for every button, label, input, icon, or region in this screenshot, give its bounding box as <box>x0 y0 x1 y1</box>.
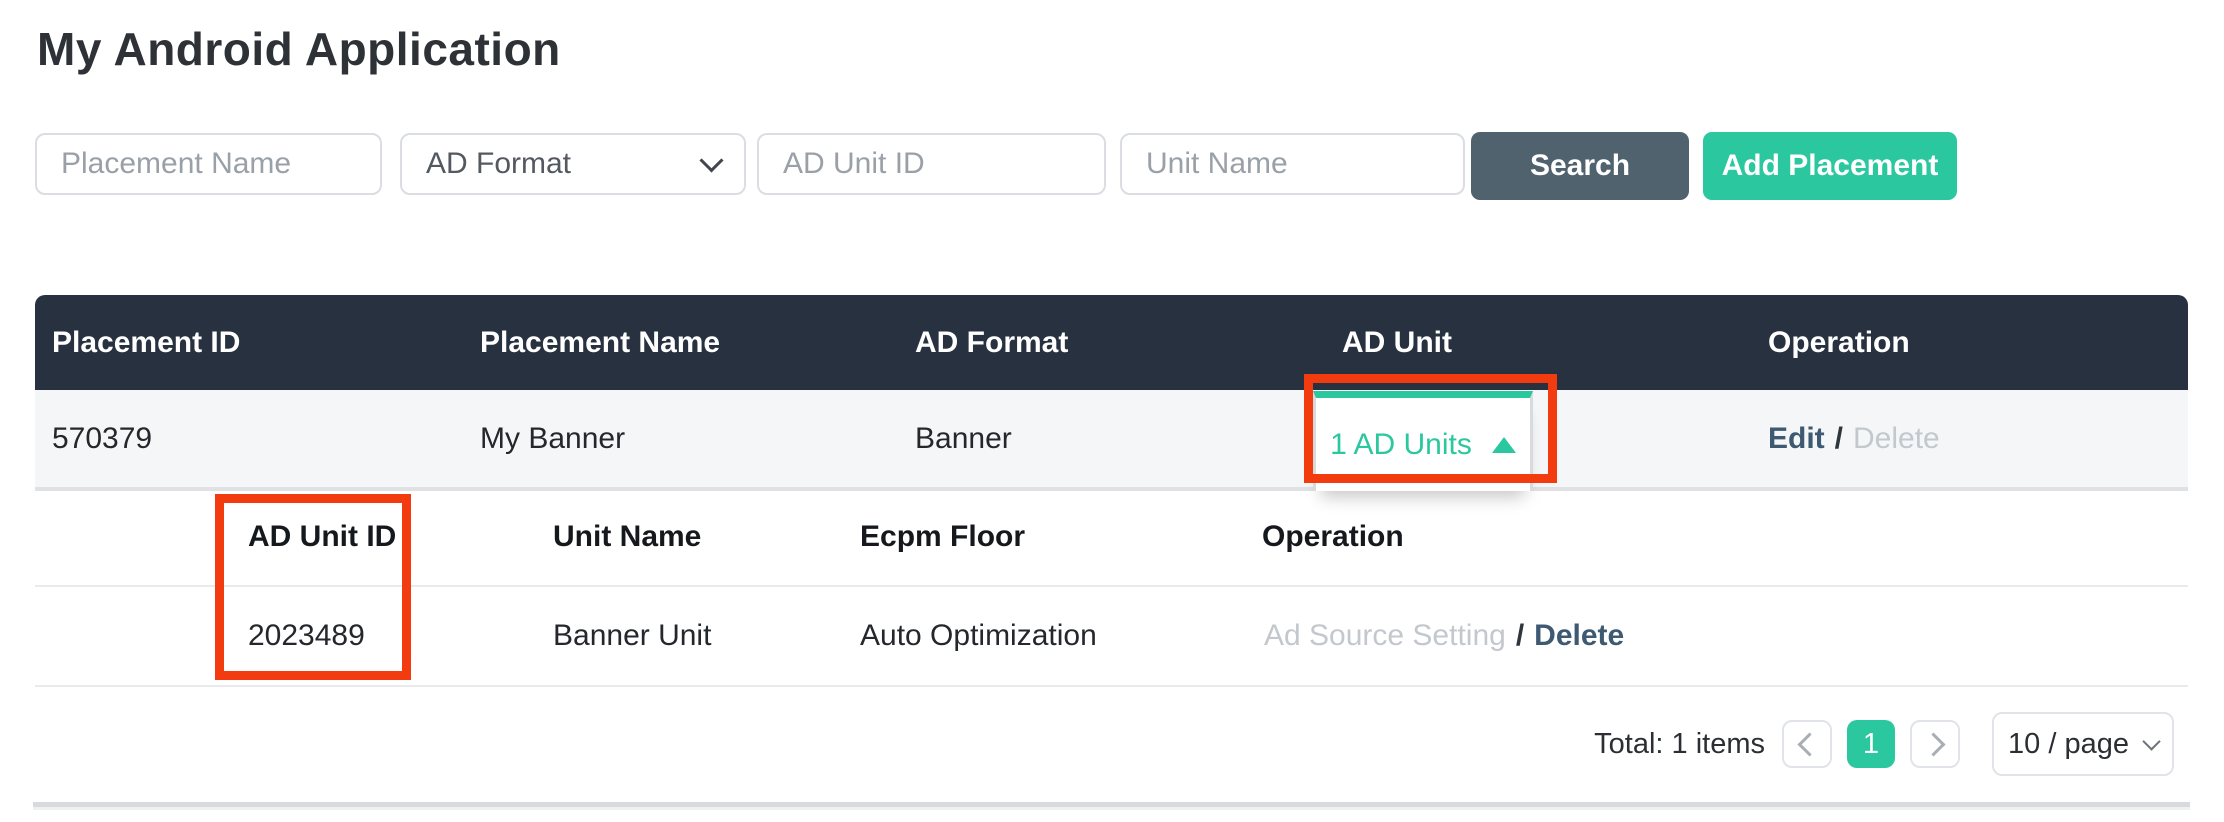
chevron-right-icon <box>1920 731 1946 757</box>
chevron-left-icon <box>1796 731 1822 757</box>
pagination-total: Total: 1 items <box>1594 727 1765 760</box>
prev-page-button[interactable] <box>1782 720 1832 768</box>
operation-separator: / <box>1515 619 1525 652</box>
cell-operation: Edit / Delete <box>1768 390 1940 487</box>
ad-source-setting-link-disabled: Ad Source Setting <box>1264 619 1506 652</box>
ad-format-select-value: AD Format <box>426 147 572 180</box>
page-size-select[interactable]: 10 / page <box>1992 712 2174 776</box>
ad-unit-id-input[interactable] <box>757 133 1106 195</box>
search-button[interactable]: Search <box>1471 132 1689 200</box>
caret-up-icon <box>1491 436 1516 453</box>
ad-units-toggle-label: 1 AD Units <box>1330 427 1472 461</box>
divider <box>35 585 2188 587</box>
page-1-button[interactable]: 1 <box>1847 720 1895 768</box>
table-header: Placement ID Placement Name AD Format AD… <box>35 295 2188 390</box>
table-row: 570379 My Banner Banner Edit / Delete <box>35 390 2188 487</box>
chevron-down-icon <box>2142 731 2161 751</box>
subtable-header: AD Unit ID Unit Name Ecpm Floor Operatio… <box>35 489 2188 585</box>
add-placement-button[interactable]: Add Placement <box>1703 132 1957 200</box>
divider <box>33 802 2190 807</box>
subcell-unit-name: Banner Unit <box>553 619 712 652</box>
edit-link[interactable]: Edit <box>1768 421 1825 455</box>
page-size-value: 10 / page <box>2008 727 2129 760</box>
placement-name-input[interactable] <box>35 133 382 195</box>
col-ad-format: AD Format <box>915 325 1069 359</box>
cell-placement-id: 570379 <box>52 421 153 455</box>
ad-format-select[interactable]: AD Format <box>400 133 746 195</box>
unit-name-input[interactable] <box>1120 133 1465 195</box>
col-operation: Operation <box>1768 325 1910 359</box>
page-title: My Android Application <box>37 23 561 75</box>
divider <box>33 807 2190 810</box>
next-page-button[interactable] <box>1910 720 1960 768</box>
delete-link-disabled: Delete <box>1853 421 1940 455</box>
subcell-ad-unit-id: 2023489 <box>248 619 365 652</box>
divider <box>35 685 2188 687</box>
col-placement-id: Placement ID <box>52 325 241 359</box>
chevron-down-icon <box>699 147 724 173</box>
subtable-row: 2023489 Banner Unit Auto Optimization Ad… <box>35 587 2188 685</box>
col-ad-unit: AD Unit <box>1342 325 1452 359</box>
subcol-unit-name: Unit Name <box>553 520 702 553</box>
col-placement-name: Placement Name <box>480 325 721 359</box>
subcol-operation: Operation <box>1262 520 1404 553</box>
cell-ad-format: Banner <box>915 421 1012 455</box>
subcell-operation: Ad Source Setting / Delete <box>1264 587 1624 685</box>
cell-placement-name: My Banner <box>480 421 626 455</box>
operation-separator: / <box>1834 421 1844 455</box>
subcol-ecpm-floor: Ecpm Floor <box>860 520 1026 553</box>
divider <box>35 487 2188 491</box>
subcol-ad-unit-id: AD Unit ID <box>248 520 397 553</box>
delete-link[interactable]: Delete <box>1534 619 1625 652</box>
subcell-ecpm-floor: Auto Optimization <box>860 619 1097 652</box>
ad-units-toggle[interactable]: 1 AD Units <box>1313 391 1533 491</box>
